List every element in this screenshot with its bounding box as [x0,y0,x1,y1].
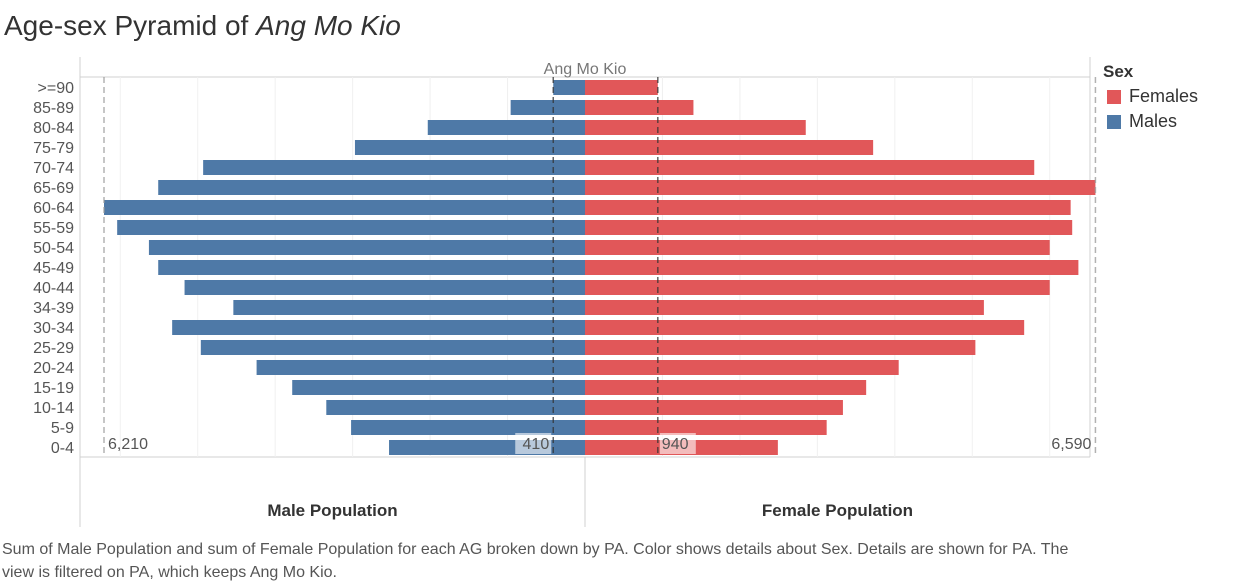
age-label: 5-9 [51,420,74,437]
age-label: 55-59 [33,220,74,237]
female-bar [585,300,984,315]
male-bar [158,180,585,195]
age-label: 10-14 [33,400,74,417]
male-bar [256,360,585,375]
male-bar [427,120,585,135]
male-bar [158,260,585,275]
legend[interactable]: Sex Females Males [1103,62,1198,134]
age-label: 50-54 [33,240,74,257]
age-label: 34-39 [33,300,74,317]
male-bar [354,140,585,155]
ref-label-bg [515,433,552,454]
age-label: 15-19 [33,380,74,397]
female-bar [585,200,1071,215]
age-label: 85-89 [33,100,74,117]
female-bar [585,280,1050,295]
female-bar [585,220,1073,235]
legend-title: Sex [1103,62,1134,81]
ref-label-female-min: 940 [662,436,689,453]
female-bar [585,260,1079,275]
age-label: 75-79 [33,140,74,157]
age-label: 0-4 [51,440,74,457]
male-bar [203,160,585,175]
female-bar [585,80,658,95]
legend-item-females[interactable]: Females [1103,84,1198,109]
female-bar [585,420,827,435]
legend-label-males: Males [1129,111,1178,131]
male-bar [184,280,585,295]
legend-swatch-females [1107,89,1121,104]
panel-header: Ang Mo Kio [544,61,627,78]
age-label: 70-74 [33,160,74,177]
female-bar [585,120,806,135]
male-bar [148,240,585,255]
male-bar [389,440,585,455]
male-bar [553,80,585,95]
female-bar [585,320,1025,335]
female-bar [585,380,867,395]
legend-item-males[interactable]: Males [1103,109,1198,134]
female-bar [585,100,694,115]
legend-label-females: Females [1129,86,1199,106]
ref-label-female-max: 6,590 [1051,436,1091,453]
female-bar [585,140,874,155]
age-label: 65-69 [33,180,74,197]
female-bar [585,340,976,355]
ref-label-male-min: 410 [523,436,550,453]
age-label: 20-24 [33,360,74,377]
chart-title: Age-sex Pyramid of Ang Mo Kio [4,10,401,41]
male-bar [104,200,585,215]
age-label: >=90 [38,80,75,97]
female-bar [585,180,1096,195]
legend-swatch-males [1107,114,1121,129]
male-bar [326,400,585,415]
female-bar [585,360,899,375]
male-bar [292,380,585,395]
male-bar [233,300,585,315]
chart-caption: Sum of Male Population and sum of Female… [2,541,1069,581]
ref-label-male-max: 6,210 [108,436,148,453]
age-label: 60-64 [33,200,74,217]
male-bar [172,320,586,335]
male-axis-title: Male Population [267,501,397,520]
age-label: 30-34 [33,320,74,337]
male-bar [510,100,585,115]
age-label: 80-84 [33,120,74,137]
male-bar [351,420,585,435]
age-label: 40-44 [33,280,74,297]
female-axis-title: Female Population [762,501,913,520]
age-label: 25-29 [33,340,74,357]
male-bar [117,220,585,235]
female-bar [585,160,1035,175]
ref-label-bg [659,433,696,454]
age-label: 45-49 [33,260,74,277]
male-bar [200,340,585,355]
female-bar [585,400,843,415]
female-bar [585,240,1050,255]
